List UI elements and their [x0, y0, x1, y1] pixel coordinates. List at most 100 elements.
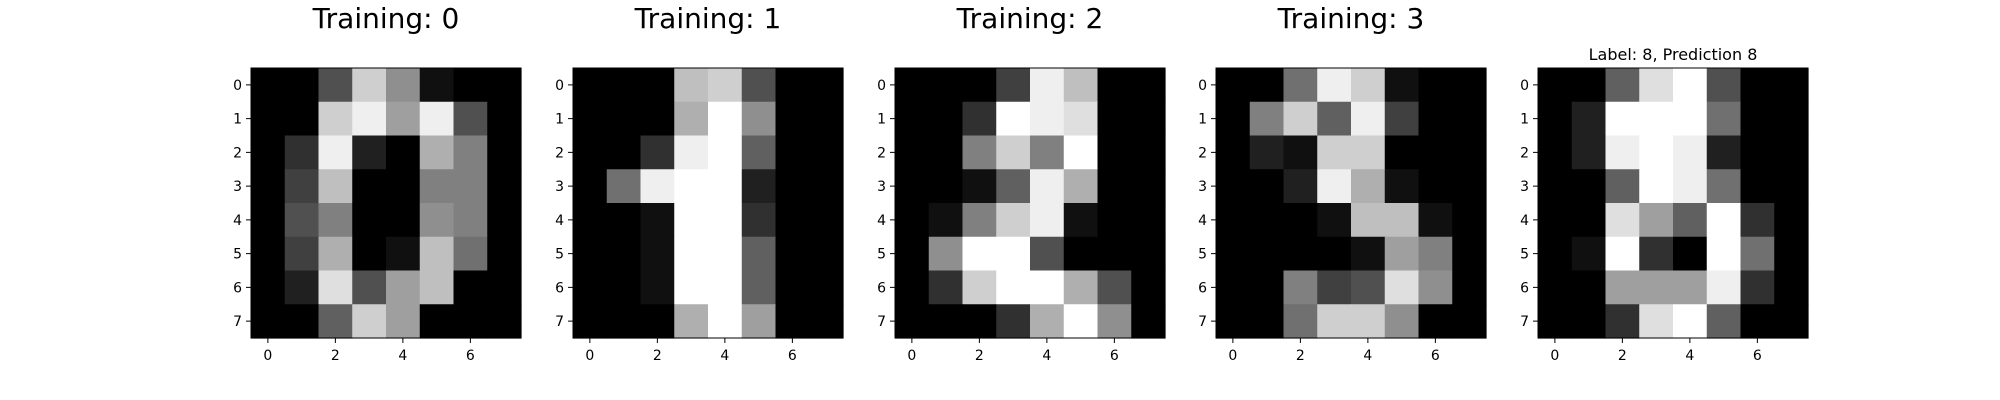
pixel-cell [386, 68, 421, 103]
pixel-cell [1740, 101, 1775, 137]
pixel-cell [573, 270, 608, 305]
pixel-cell [1216, 236, 1251, 272]
y-tick-label: 0 [1198, 78, 1207, 94]
pixel-cell [573, 236, 608, 272]
pixel-cell [1283, 203, 1318, 238]
pixel-cell [962, 68, 997, 103]
pixel-cell [674, 101, 709, 137]
pixel-cell [1384, 236, 1420, 272]
pixel-cell [775, 270, 810, 305]
pixel-cell [741, 169, 777, 204]
pixel-cell [1131, 304, 1166, 339]
x-tick-label: 2 [653, 348, 662, 364]
pixel-cell [928, 68, 964, 103]
pixel-cell [1740, 169, 1775, 204]
pixel-cell [606, 101, 642, 137]
x-tick-label: 4 [398, 348, 407, 364]
pixel-cell [1740, 236, 1775, 272]
pixel-cell [674, 169, 709, 204]
pixel-cell [741, 304, 777, 339]
pixel-cell [1351, 304, 1386, 339]
pixel-cell [1384, 101, 1420, 137]
pixel-cell [962, 236, 997, 272]
panel-title: Training: 1 [634, 2, 782, 35]
axes-frame [250, 67, 522, 339]
pixel-cell [251, 236, 286, 272]
pixel-cell [809, 169, 844, 204]
pixel-cell [251, 101, 286, 137]
pixel-cell [1384, 135, 1420, 170]
y-tick-label: 3 [555, 179, 564, 195]
y-tick-label: 4 [555, 213, 564, 229]
pixel-cell [1673, 135, 1708, 170]
pixel-cell [640, 169, 675, 204]
digit-panel-1: Training: 1 0 2 4 6 0 1 2 3 4 5 6 7 [555, 2, 844, 364]
pixel-cell [419, 270, 455, 305]
pixel-cell [1605, 169, 1640, 204]
pixel-cell [1571, 101, 1607, 137]
pixel-cell [1216, 101, 1251, 137]
pixel-cell [1418, 169, 1453, 204]
pixel-cell [1030, 203, 1065, 238]
pixel-cell [1249, 101, 1285, 137]
pixel-cell [809, 135, 844, 170]
pixel-cell [318, 135, 353, 170]
pixel-cell [1452, 135, 1487, 170]
axes-frame [894, 67, 1166, 339]
pixel-cell [1317, 270, 1352, 305]
pixel-cell [996, 203, 1031, 238]
pixel-cell [640, 135, 675, 170]
x-tick-label: 4 [1363, 348, 1372, 364]
pixel-cell [1605, 135, 1640, 170]
pixel-cell [928, 270, 964, 305]
pixel-cell [1639, 101, 1674, 137]
pixel-cell [1097, 304, 1132, 339]
pixel-cell [573, 304, 608, 339]
pixel-cell [1740, 270, 1775, 305]
pixel-cell [962, 304, 997, 339]
pixel-cell [453, 270, 488, 305]
pixel-cell [1774, 101, 1809, 137]
pixel-cell [606, 304, 642, 339]
y-tick-label: 0 [233, 78, 242, 94]
pixel-cell [419, 236, 455, 272]
y-tick-label: 6 [1520, 280, 1529, 296]
pixel-cell [962, 270, 997, 305]
pixel-cell [487, 101, 522, 137]
pixel-cell [386, 135, 421, 170]
pixel-cell [1351, 135, 1386, 170]
pixel-cell [1283, 135, 1318, 170]
y-tick-label: 3 [1198, 179, 1207, 195]
pixel-cell [1740, 135, 1775, 170]
pixel-cell [386, 203, 421, 238]
pixel-cell [1351, 270, 1386, 305]
pixel-cell [1384, 304, 1420, 339]
pixel-cell [1673, 68, 1708, 103]
pixel-cell [284, 169, 320, 204]
panel-title: Training: 3 [1277, 2, 1425, 35]
pixel-cell [318, 101, 353, 137]
pixel-cell [640, 304, 675, 339]
pixel-cell [1249, 236, 1285, 272]
y-tick-label: 2 [1520, 145, 1529, 161]
pixel-cell [1418, 135, 1453, 170]
pixel-cell [606, 135, 642, 170]
pixel-cell [1131, 203, 1166, 238]
y-tick-label: 4 [1520, 213, 1529, 229]
pixel-cell [1097, 270, 1132, 305]
pixel-cell [1030, 135, 1065, 170]
pixel-cell [487, 236, 522, 272]
x-tick-label: 0 [263, 348, 272, 364]
pixel-cell [741, 135, 777, 170]
x-tick-label: 2 [975, 348, 984, 364]
pixel-cell [1030, 270, 1065, 305]
pixel-cell [1452, 236, 1487, 272]
pixel-cell [352, 135, 387, 170]
pixel-cell [1673, 304, 1708, 339]
pixel-cell [352, 270, 387, 305]
x-tick-label: 4 [1042, 348, 1051, 364]
y-tick-label: 7 [555, 314, 564, 330]
pixel-cell [1317, 304, 1352, 339]
pixel-cell [708, 68, 743, 103]
